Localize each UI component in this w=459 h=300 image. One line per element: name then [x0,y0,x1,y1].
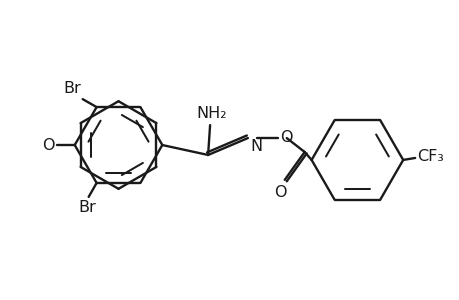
Text: Br: Br [63,81,80,96]
Text: O: O [42,137,55,152]
Text: NH₂: NH₂ [196,106,227,121]
Text: CF₃: CF₃ [416,149,443,164]
Text: O: O [279,130,291,145]
Text: O: O [274,185,286,200]
Text: N: N [249,139,262,154]
Text: Br: Br [78,200,96,215]
